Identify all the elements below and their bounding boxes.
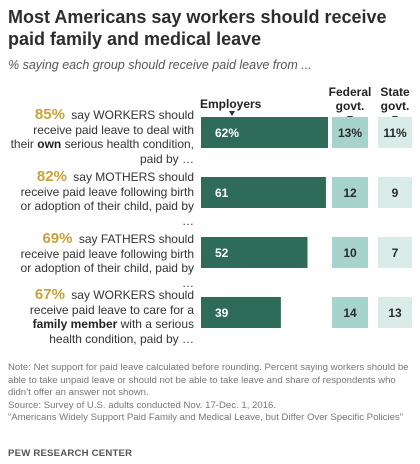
col-header-state: State govt.	[380, 85, 410, 113]
federal-bar	[332, 117, 368, 148]
row-label-emphasis: own	[37, 137, 62, 151]
row-label-4: 67% say WORKERS should receive paid leav…	[8, 286, 194, 346]
row-label-emphasis: family member	[32, 317, 118, 331]
row-label-text: with a serious health condition, paid by…	[49, 317, 194, 346]
row-label-text: serious health condition, paid by …	[61, 137, 194, 166]
employers-bar	[201, 237, 308, 268]
row-label-3: 69% say FATHERS should receive paid leav…	[8, 230, 194, 290]
source-text: Source: Survey of U.S. adults conducted …	[8, 399, 277, 411]
chart-title: Most Americans say workers should receiv…	[8, 7, 387, 49]
employers-bar-label: 62%	[215, 126, 239, 140]
row-label-text: say FATHERS should receive paid leave fo…	[20, 232, 194, 290]
col-header-employers: Employers	[200, 97, 262, 111]
col-header-federal: Federal govt.	[328, 85, 372, 113]
note-text: Note: Net support for paid leave calcula…	[8, 362, 409, 399]
state-bar-label: 13	[388, 306, 402, 320]
chart-notes: Note: Net support for paid leave calcula…	[8, 362, 416, 425]
row-total-pct: 67%	[34, 286, 65, 303]
employers-bar-label: 39	[215, 306, 229, 320]
row-label-1: 85% say WORKERS should receive paid leav…	[8, 106, 194, 166]
state-bar	[378, 177, 412, 208]
federal-bar-label: 14	[343, 306, 357, 320]
federal-bar	[332, 237, 368, 268]
brand-label: PEW RESEARCH CENTER	[8, 448, 133, 459]
state-bar	[378, 297, 412, 328]
row-total-pct: 82%	[36, 168, 67, 185]
chart-subtitle: % saying each group should receive paid …	[8, 58, 312, 72]
state-bar	[378, 237, 412, 268]
row-total-pct: 69%	[42, 230, 73, 247]
federal-bar-label: 12	[343, 186, 357, 200]
row-label-text: say MOTHERS should receive paid leave fo…	[20, 170, 194, 228]
employers-bar-label: 52	[215, 246, 229, 260]
row-total-pct: 85%	[34, 106, 65, 123]
state-bar	[378, 117, 412, 148]
federal-bar	[332, 177, 368, 208]
employers-bar	[201, 297, 281, 328]
row-label-2: 82% say MOTHERS should receive paid leav…	[8, 168, 194, 228]
federal-bar	[332, 297, 368, 328]
state-bar-label: 9	[392, 186, 399, 200]
col-arrow-employers	[229, 111, 235, 116]
state-bar-label: 7	[392, 246, 399, 260]
row-label-text: say WORKERS should receive paid leave to…	[10, 108, 194, 151]
employers-bar-label: 61	[215, 186, 229, 200]
state-bar-label: 11%	[383, 126, 407, 140]
federal-bar-label: 13%	[338, 126, 362, 140]
row-label-text: say WORKERS should receive paid leave to…	[29, 288, 194, 317]
employers-bar	[201, 177, 326, 208]
report-title: “Americans Widely Support Paid Family an…	[8, 412, 403, 424]
employers-bar	[201, 117, 328, 148]
federal-bar-label: 10	[343, 246, 357, 260]
